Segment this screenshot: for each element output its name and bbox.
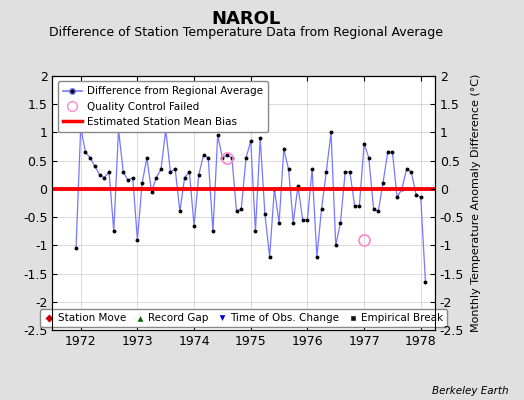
Legend: Station Move, Record Gap, Time of Obs. Change, Empirical Break: Station Move, Record Gap, Time of Obs. C…: [40, 309, 447, 327]
Text: Difference of Station Temperature Data from Regional Average: Difference of Station Temperature Data f…: [49, 26, 443, 39]
Text: NAROL: NAROL: [212, 10, 281, 28]
Y-axis label: Monthly Temperature Anomaly Difference (°C): Monthly Temperature Anomaly Difference (…: [471, 74, 481, 332]
Text: Berkeley Earth: Berkeley Earth: [432, 386, 508, 396]
